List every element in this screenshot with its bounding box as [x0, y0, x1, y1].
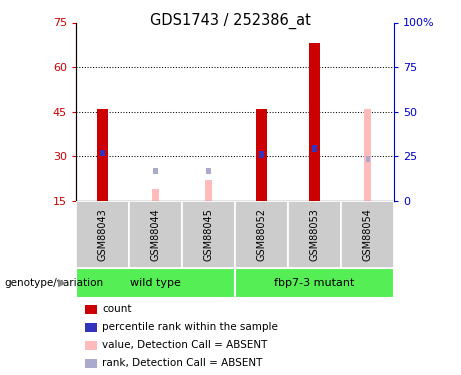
Text: ▶: ▶ — [59, 278, 67, 288]
Text: GSM88054: GSM88054 — [363, 209, 372, 261]
Text: wild type: wild type — [130, 278, 181, 288]
Bar — [152, 189, 159, 201]
Text: rank, Detection Call = ABSENT: rank, Detection Call = ABSENT — [102, 358, 263, 368]
Text: GSM88043: GSM88043 — [98, 209, 107, 261]
Bar — [235, 268, 394, 298]
Bar — [154, 168, 158, 174]
Text: GSM88044: GSM88044 — [151, 209, 160, 261]
Bar — [76, 268, 235, 298]
Bar — [256, 109, 267, 201]
Bar — [182, 201, 235, 268]
Text: percentile rank within the sample: percentile rank within the sample — [102, 322, 278, 332]
Bar — [312, 146, 317, 152]
Bar — [259, 152, 264, 158]
Bar — [129, 201, 182, 268]
Bar — [205, 180, 212, 201]
Bar — [235, 201, 288, 268]
Bar — [288, 201, 341, 268]
Text: GSM88053: GSM88053 — [310, 209, 319, 261]
Text: GSM88045: GSM88045 — [204, 209, 213, 261]
Bar — [76, 201, 129, 268]
Bar — [97, 109, 108, 201]
Text: genotype/variation: genotype/variation — [5, 278, 104, 288]
Text: fbp7-3 mutant: fbp7-3 mutant — [274, 278, 355, 288]
Bar — [100, 150, 105, 156]
Bar — [364, 109, 371, 201]
Text: value, Detection Call = ABSENT: value, Detection Call = ABSENT — [102, 340, 268, 350]
Text: GSM88052: GSM88052 — [257, 208, 266, 261]
Bar — [309, 43, 320, 201]
Text: GDS1743 / 252386_at: GDS1743 / 252386_at — [150, 13, 311, 29]
Bar — [207, 168, 211, 174]
Bar — [366, 156, 370, 162]
Text: count: count — [102, 304, 132, 314]
Bar — [341, 201, 394, 268]
